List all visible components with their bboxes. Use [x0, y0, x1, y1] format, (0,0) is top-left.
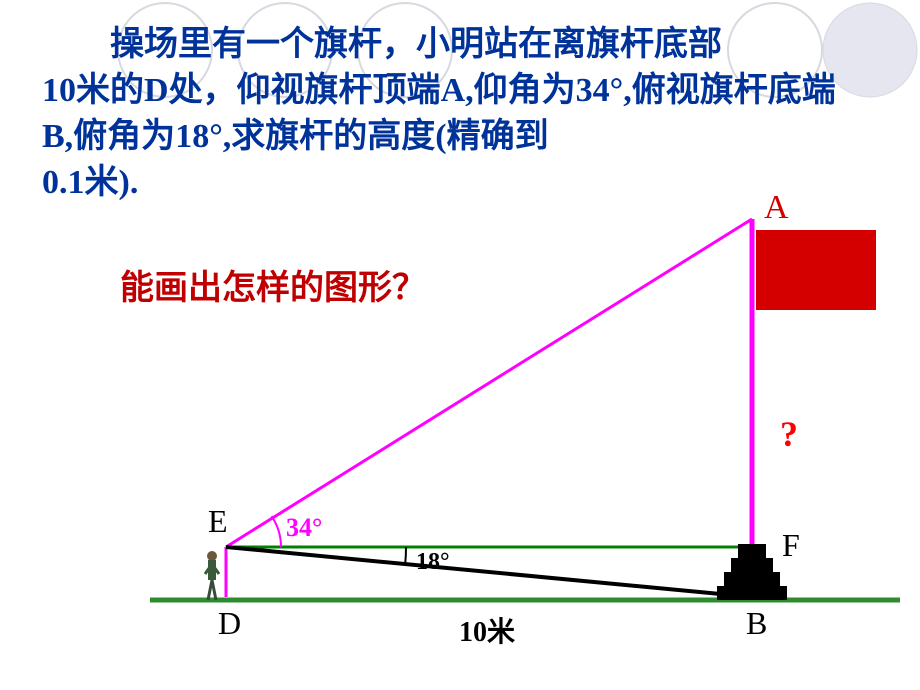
- indent: [42, 26, 110, 63]
- label-F: F: [782, 527, 800, 564]
- label-E: E: [208, 503, 228, 540]
- label-angle-up: 34°: [286, 513, 322, 543]
- p4a: 0.1: [42, 164, 85, 201]
- label-distance: 10米: [459, 610, 515, 650]
- angle-arc-down: [405, 547, 406, 564]
- p2a: 10米: [42, 72, 110, 109]
- person-icon: [205, 551, 219, 600]
- p3e: (: [435, 118, 446, 155]
- label-angle-down: 18°: [416, 549, 450, 576]
- label-A: A: [764, 189, 789, 227]
- line-EB: [226, 547, 752, 597]
- p2g: 34°,: [576, 72, 632, 109]
- p1: 操场里有一个旗杆，小明站在离旗杆底部: [110, 26, 722, 63]
- p2c: D: [144, 72, 169, 109]
- problem-statement: 操场里有一个旗杆，小明站在离旗杆底部 10米的D处，仰视旗杆顶端A,仰角为34°…: [42, 22, 882, 206]
- angle-arc-up: [272, 516, 281, 547]
- label-B: B: [746, 605, 767, 642]
- flag-rect: [756, 230, 876, 310]
- label-qmark: ?: [780, 413, 798, 455]
- p3c: 18°,: [175, 118, 231, 155]
- p4c: ).: [119, 164, 139, 201]
- p2e: A,: [441, 72, 474, 109]
- label-D: D: [218, 605, 241, 642]
- question-text: 能画出怎样的图形？: [120, 260, 426, 309]
- flagpole-base: [717, 544, 787, 600]
